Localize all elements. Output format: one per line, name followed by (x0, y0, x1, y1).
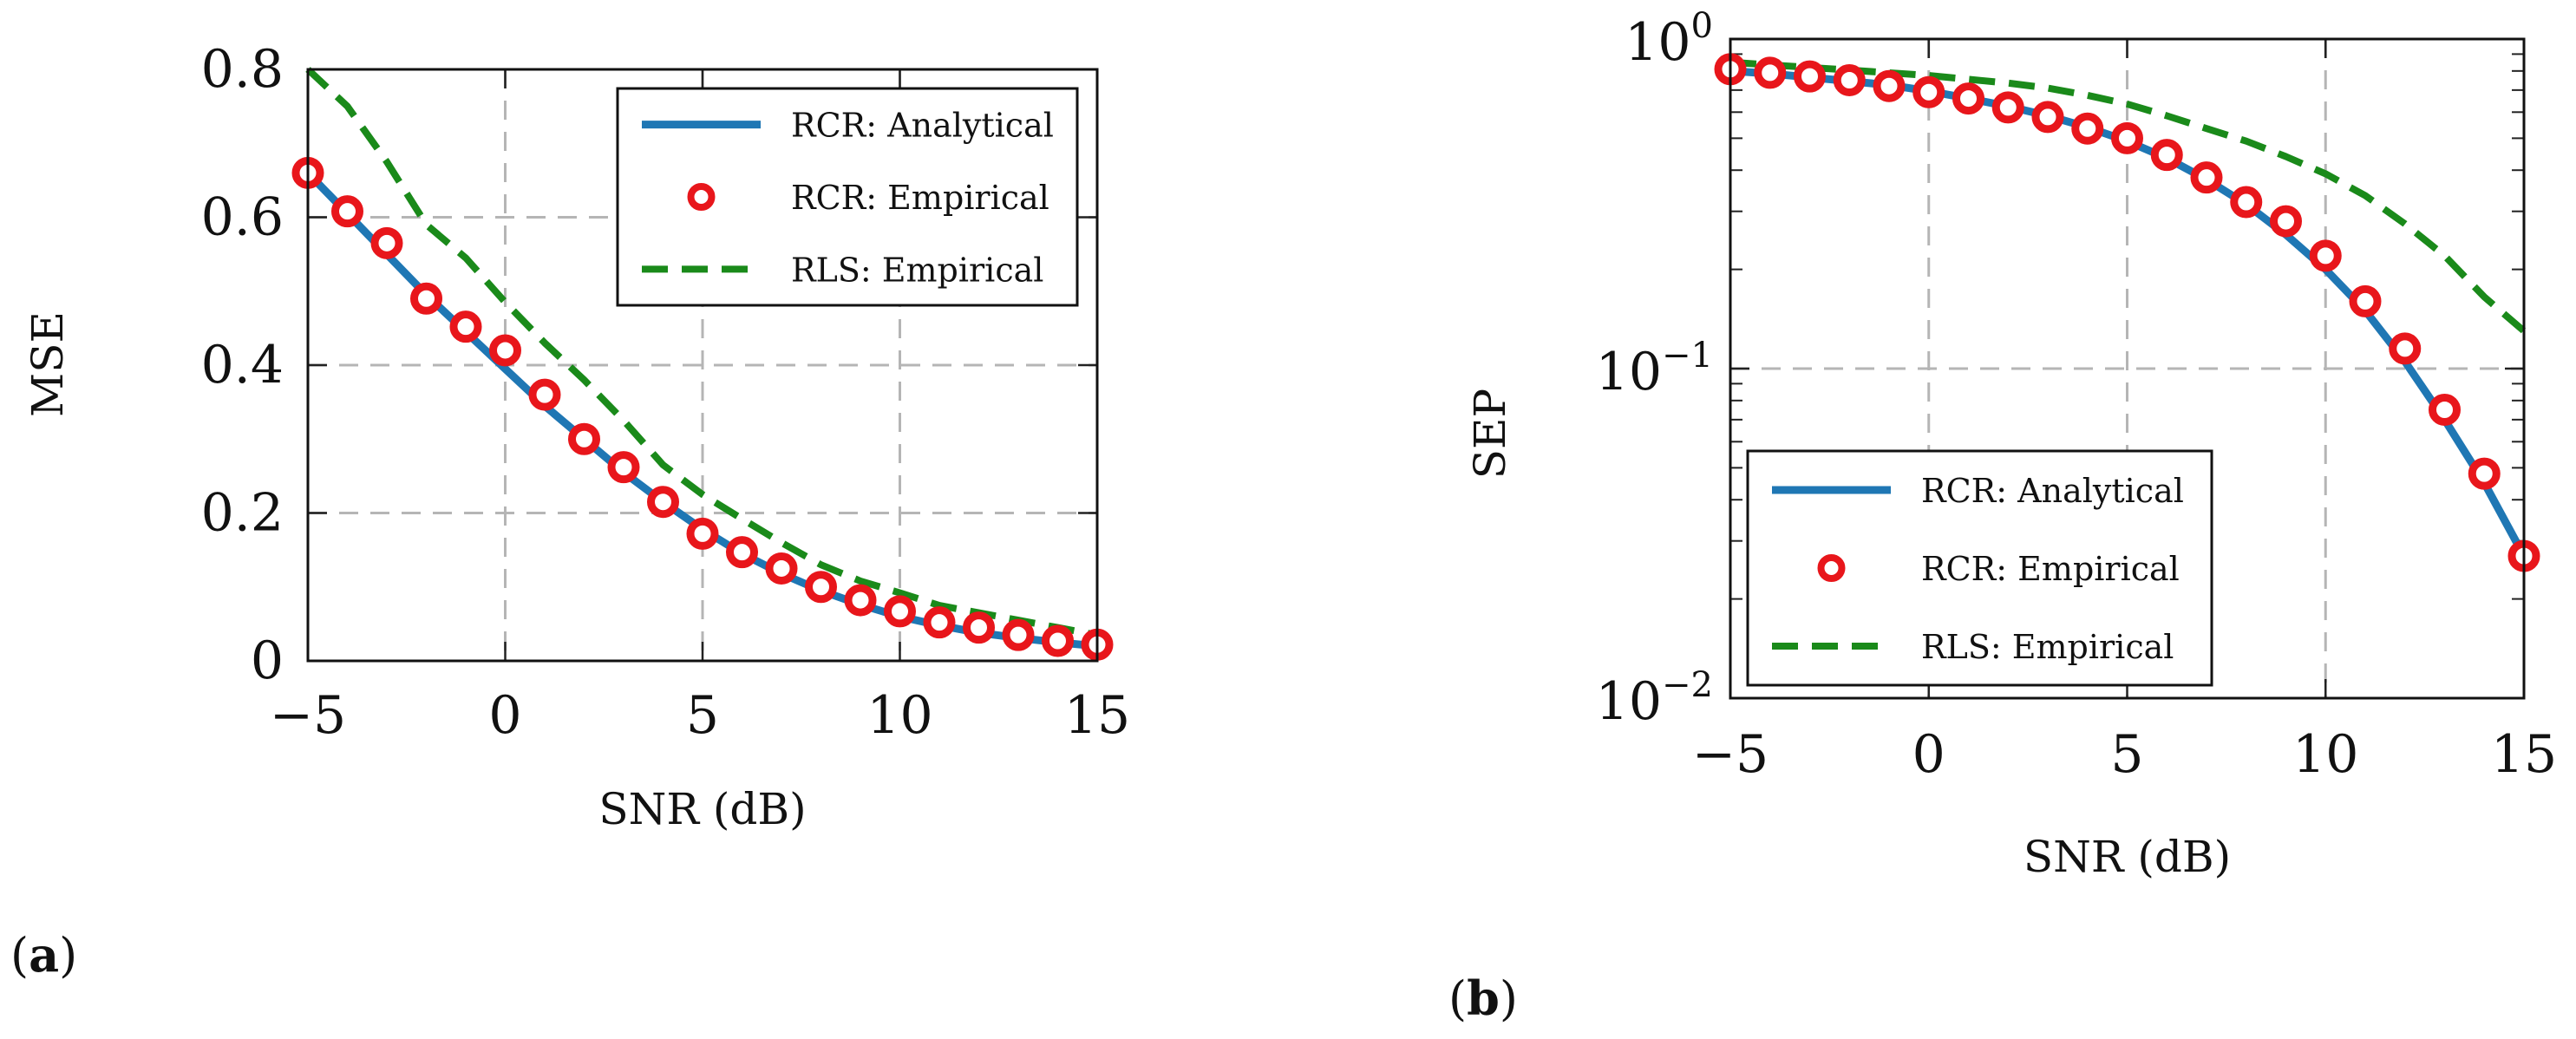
chart-b-rcr-empirical-point (1754, 56, 1787, 89)
chart-b-rcr-empirical-point (1952, 82, 1984, 115)
chart-b-legend-swatch-marker (1817, 554, 1846, 582)
chart-b-rcr-empirical-point (1912, 75, 1945, 108)
chart-b-x-axis-label: SNR (dB) (2024, 832, 2231, 882)
chart-a-rcr-empirical-point (528, 378, 561, 411)
chart-a-y-tick-label: 0.6 (201, 187, 284, 248)
chart-b-panel-label: (b) (1448, 970, 1518, 1026)
chart-a-x-tick-label: 15 (1064, 685, 1130, 746)
chart-a-rcr-empirical-point (963, 611, 995, 644)
chart-b-rcr-empirical-point (2309, 239, 2342, 272)
chart-a-rcr-empirical-point (607, 451, 640, 484)
chart-a-rcr-empirical-point (449, 310, 482, 343)
chart-b-x-tick-label: 10 (2292, 724, 2358, 785)
chart-b-rcr-empirical-point (2190, 161, 2223, 194)
chart-b-rcr-empirical-point (2389, 332, 2422, 365)
chart-a-rcr-empirical-point (489, 334, 521, 367)
chart-b-rcr-empirical-point (2349, 284, 2382, 317)
chart-b-series (1714, 53, 2540, 572)
chart-a-rcr-empirical-point (331, 195, 363, 228)
chart-a-plot-frame (306, 68, 1099, 663)
chart-a-y-tick-label: 0.8 (201, 39, 284, 100)
chart-a-rcr-empirical-point (410, 282, 442, 315)
chart-b-rcr-empirical-point (1991, 91, 2024, 124)
chart-b-series-rls-empirical-line (1729, 58, 2527, 334)
chart-a-y-tick-label: 0.2 (201, 483, 284, 544)
chart-a-rcr-empirical-point (726, 536, 758, 569)
chart-a-rcr-empirical-point (1002, 618, 1035, 651)
chart-b-y-axis-label: SEP (1465, 389, 1515, 479)
chart-b-y-tick-label: 100 (1625, 6, 1713, 73)
chart-b-legend-label: RCR: Analytical (1921, 472, 2184, 510)
chart-a-x-tick-label: −5 (270, 685, 346, 746)
chart-a-rcr-empirical-point (844, 584, 877, 617)
chart-b-y-tick-label: 10−1 (1596, 336, 1713, 402)
chart-b-x-tick-label: −5 (1692, 724, 1769, 785)
chart-b-rcr-empirical-point (1873, 69, 1906, 102)
chart-a-x-tick-label: 5 (686, 685, 719, 746)
chart-a-y-axis-label: MSE (23, 311, 73, 417)
chart-b-rcr-empirical-point (2071, 112, 2104, 145)
chart-b-legend: RCR: Analytical RCR: Empirical RLS: Empiri… (1746, 449, 2213, 687)
chart-b-rcr-empirical-point (2031, 101, 2064, 134)
chart-a-rcr-empirical-point (370, 226, 403, 259)
chart-a-rcr-empirical-point (1042, 624, 1074, 657)
chart-b-y-tick-label: 10−2 (1596, 665, 1713, 732)
chart-b-legend-label: RCR: Empirical (1921, 550, 2180, 588)
chart-a-legend-label: RLS: Empirical (791, 251, 1043, 289)
chart-b-plot-frame (1729, 37, 2526, 700)
chart-b: −5 0 5 10 15 10−2 10−1 100 SNR (dB) SEP RCR: Analy… (1448, 6, 2557, 1026)
chart-a-y-tick-label: 0.4 (201, 335, 284, 395)
chart-a-series-rcr-empirical (291, 156, 1114, 661)
chart-a-rcr-empirical-point (884, 595, 916, 628)
chart-a-rcr-empirical-point (923, 606, 956, 639)
chart-b-rcr-empirical-point (2230, 186, 2263, 219)
chart-a-series (291, 67, 1114, 661)
chart-a-rcr-empirical-point (647, 486, 679, 519)
chart-a-x-tick-label: 10 (866, 685, 932, 746)
chart-a-rcr-empirical-point (765, 552, 798, 585)
chart-b-rcr-empirical-point (1794, 60, 1826, 93)
chart-b-rcr-empirical-point (2468, 457, 2501, 490)
chart-b-rcr-empirical-point (1833, 63, 1866, 96)
chart-b-x-tick-label: 15 (2491, 724, 2557, 785)
chart-a-x-axis-label: SNR (dB) (598, 784, 806, 834)
chart-a-rcr-empirical-point (568, 422, 600, 455)
chart-a-legend-label: RCR: Analytical (791, 107, 1054, 145)
chart-a-rcr-empirical-point (805, 571, 837, 604)
chart-b-legend-label: RLS: Empirical (1921, 628, 2174, 666)
chart-a-y-tick-label: 0 (251, 631, 284, 691)
chart-b-series-rcr-empirical (1714, 53, 2540, 572)
chart-b-x-tick-label: 5 (2110, 724, 2143, 785)
chart-b-rcr-empirical-point (2111, 121, 2143, 154)
chart-a-legend: RCR: Analytical RCR: Empirical RLS: Empiri… (616, 87, 1079, 307)
chart-b-rcr-empirical-point (2429, 393, 2461, 426)
chart-a-series-rls-empirical-line (305, 67, 1098, 639)
chart-a-rcr-empirical-point (686, 517, 719, 550)
chart-a-legend-label: RCR: Empirical (791, 179, 1049, 217)
chart-a-legend-swatch-marker (687, 183, 716, 211)
chart-b-x-tick-label: 0 (1912, 724, 1945, 785)
chart-a-x-tick-label: 0 (488, 685, 521, 746)
chart-b-rcr-empirical-point (2150, 139, 2183, 172)
chart-a-panel-label: (a) (10, 927, 77, 983)
chart-b-rcr-empirical-point (2270, 205, 2302, 238)
